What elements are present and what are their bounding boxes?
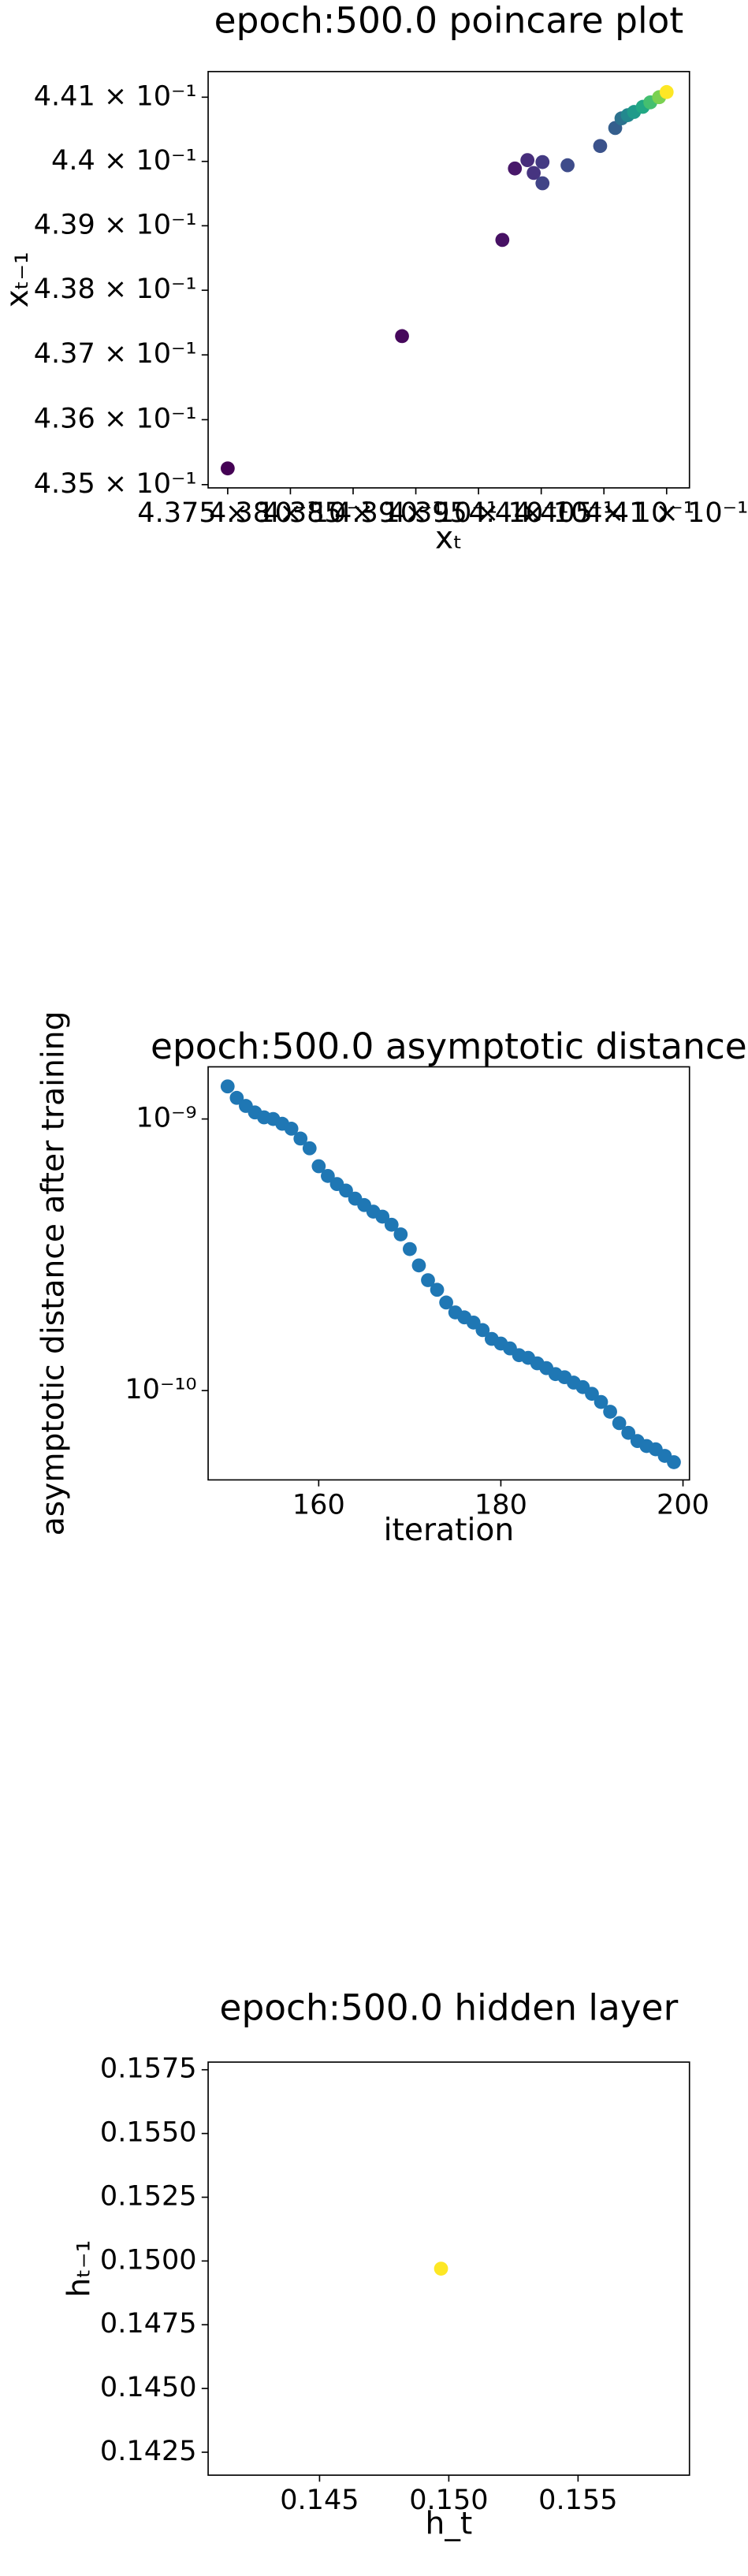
point xyxy=(560,158,575,173)
y-tick-label: 4.36 × 10⁻¹ xyxy=(34,402,197,434)
point xyxy=(284,1122,299,1136)
point xyxy=(221,461,235,476)
chart-title: epoch:500.0 hidden layer xyxy=(220,1987,679,2029)
x-tick-label: 0.155 xyxy=(538,2484,617,2516)
point xyxy=(495,233,510,248)
point xyxy=(411,1258,426,1273)
point xyxy=(527,166,541,181)
y-tick-label: 0.1525 xyxy=(100,2180,197,2212)
point xyxy=(520,153,535,167)
x-tick-label: 4.38 × 10⁻¹ xyxy=(209,497,372,529)
y-tick-label: 0.1450 xyxy=(100,2371,197,2403)
y-tick-label: 10⁻¹⁰ xyxy=(125,1373,196,1405)
y-tick-label: 0.1500 xyxy=(100,2243,197,2276)
y-tick-label: 4.4 × 10⁻¹ xyxy=(51,144,197,177)
point xyxy=(603,1405,617,1419)
x-tick-label: 4.39 × 10⁻¹ xyxy=(334,497,497,529)
y-tick-label: 4.35 × 10⁻¹ xyxy=(34,467,197,500)
point xyxy=(220,1079,235,1094)
point xyxy=(339,1183,353,1198)
x-axis-label: h_t xyxy=(426,2507,473,2542)
x-tick-label: 160 xyxy=(292,1488,345,1521)
y-tick-label: 0.1475 xyxy=(100,2307,197,2340)
point xyxy=(594,1394,608,1409)
point xyxy=(621,1425,636,1440)
x-tick-label: 200 xyxy=(657,1488,709,1521)
y-tick-label: 0.1425 xyxy=(100,2435,197,2467)
x-tick-label: 4.395 × 10⁻¹ xyxy=(388,497,568,529)
x-tick-label: 4.4 × 10⁻¹ xyxy=(468,497,614,529)
plot-frame xyxy=(207,1066,690,1481)
point xyxy=(612,1416,627,1431)
y-tick-label: 0.1550 xyxy=(100,2116,197,2149)
y-tick-label: 4.37 × 10⁻¹ xyxy=(34,337,197,370)
x-tick-label: 4.385 × 10⁻¹ xyxy=(262,497,443,529)
point xyxy=(311,1159,326,1174)
point xyxy=(439,1295,453,1310)
x-tick-label: 0.145 xyxy=(280,2484,359,2516)
point xyxy=(395,329,409,344)
point xyxy=(384,1217,399,1232)
y-tick-label: 0.1575 xyxy=(100,2053,197,2085)
point xyxy=(375,1209,390,1224)
point xyxy=(229,1090,244,1105)
x-axis-label: xₜ xyxy=(435,520,463,556)
point xyxy=(659,84,674,99)
point xyxy=(302,1141,317,1156)
x-tick-label: 4.405 × 10⁻¹ xyxy=(514,497,694,529)
y-axis-label: xₜ₋₁ xyxy=(0,251,35,307)
plot-frame xyxy=(207,70,690,489)
point xyxy=(321,1168,335,1183)
y-axis-label: hₜ₋₁ xyxy=(62,2240,98,2298)
y-tick-label: 4.38 × 10⁻¹ xyxy=(34,273,197,305)
point xyxy=(393,1227,408,1241)
y-tick-label: 4.41 × 10⁻¹ xyxy=(34,80,197,112)
chart-title: epoch:500.0 poincare plot xyxy=(214,0,683,41)
x-tick-label: 0.150 xyxy=(409,2484,488,2516)
point xyxy=(430,1282,445,1297)
point xyxy=(535,176,550,191)
y-axis-label: asymptotic distance after training xyxy=(36,1011,72,1536)
point xyxy=(403,1241,417,1256)
x-tick-label: 4.41 × 10⁻¹ xyxy=(585,497,748,529)
plot-frame xyxy=(207,2061,690,2476)
y-tick-label: 10⁻⁹ xyxy=(136,1102,196,1134)
y-tick-label: 4.39 × 10⁻¹ xyxy=(34,208,197,240)
point xyxy=(593,139,608,154)
point xyxy=(421,1273,435,1287)
x-tick-label: 4.375 × 10⁻¹ xyxy=(137,497,318,529)
point xyxy=(535,154,550,169)
point xyxy=(293,1131,308,1146)
point xyxy=(508,161,523,176)
x-axis-label: iteration xyxy=(384,1513,515,1548)
point xyxy=(434,2261,448,2276)
point xyxy=(667,1455,681,1469)
x-tick-label: 180 xyxy=(474,1488,527,1521)
point xyxy=(475,1323,490,1338)
point xyxy=(585,1387,599,1402)
chart-title: epoch:500.0 asymptotic distance xyxy=(151,1026,747,1067)
